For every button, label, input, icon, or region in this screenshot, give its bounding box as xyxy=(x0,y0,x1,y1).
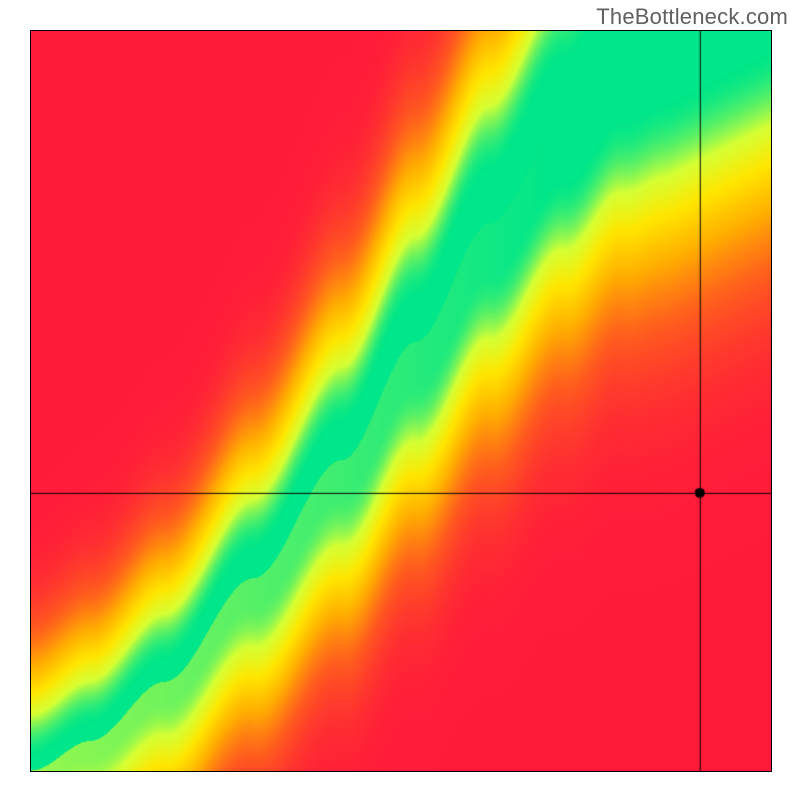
heatmap-canvas xyxy=(31,31,771,771)
bottleneck-heatmap xyxy=(30,30,772,772)
watermark-text: TheBottleneck.com xyxy=(596,4,788,30)
